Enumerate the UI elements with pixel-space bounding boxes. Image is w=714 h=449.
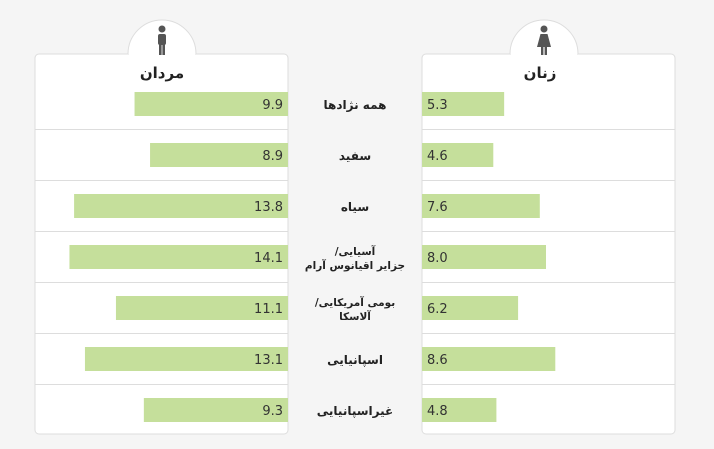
women-bar [422, 143, 494, 167]
women-panel-title: زنان [524, 64, 557, 82]
men-bar [84, 347, 288, 371]
men-bar-value-label: 11.1 [254, 302, 283, 317]
category-label: همه نژادها [324, 98, 387, 112]
men-bar-value-label: 14.1 [254, 251, 283, 266]
category-label: جزایر اقیانوس آرام [305, 259, 405, 272]
men-bar-value-label: 13.1 [254, 353, 283, 368]
men-bar [150, 143, 288, 167]
women-bar-value-label: 5.3 [427, 98, 448, 113]
women-bar-value-label: 8.0 [427, 251, 448, 266]
chart-rows: 9.9 5.3 همه نژادها 8.9 4.6 سفید 13.8 7.6 سیاه 14.… [35, 92, 675, 422]
category-label: سیاه [341, 200, 369, 214]
category-label: بومی آمریکایی/ [315, 296, 395, 309]
female-figure-icon [537, 25, 551, 55]
men-bar-value-label: 9.3 [262, 404, 283, 419]
women-bar-value-label: 6.2 [427, 302, 448, 317]
men-bar [134, 92, 288, 116]
category-label: آسیایی/ [335, 245, 376, 258]
women-bar-value-label: 8.6 [427, 353, 448, 368]
women-bar [422, 245, 546, 269]
men-panel-title: مردان [140, 64, 184, 82]
men-bar-value-label: 8.9 [262, 149, 283, 164]
men-bar-value-label: 13.8 [254, 200, 283, 215]
women-bar [422, 347, 556, 371]
women-bar-value-label: 7.6 [427, 200, 448, 215]
women-bar [422, 296, 519, 320]
men-bar [143, 398, 288, 422]
category-label: اسپانیایی [327, 353, 383, 367]
women-bar [422, 92, 505, 116]
women-bar-value-label: 4.6 [427, 149, 448, 164]
category-label: آلاسکا [339, 310, 371, 323]
men-bar [69, 245, 288, 269]
male-figure-icon [158, 25, 166, 55]
men-bar [74, 194, 288, 218]
category-label: سفید [339, 149, 371, 163]
women-bar [422, 194, 540, 218]
men-bar-value-label: 9.9 [262, 98, 283, 113]
women-bar [422, 398, 497, 422]
men-bar [115, 296, 288, 320]
category-label: غیراسپانیایی [317, 404, 393, 418]
men-panel: مردان [34, 19, 289, 435]
women-bar-value-label: 4.8 [427, 404, 448, 419]
women-panel: زنان [421, 19, 676, 435]
